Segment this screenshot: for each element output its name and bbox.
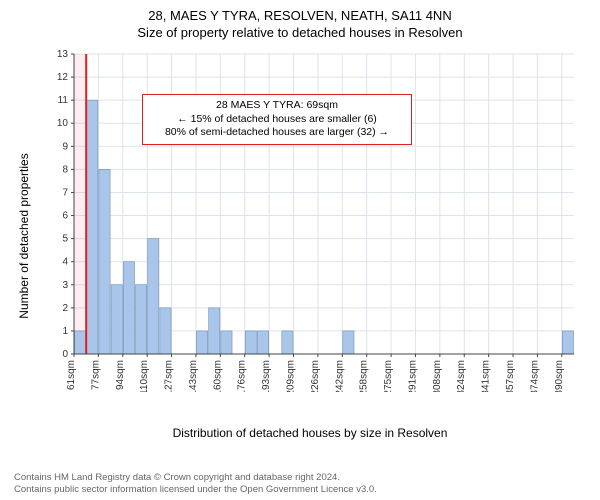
svg-text:341sqm: 341sqm: [481, 360, 492, 392]
svg-text:11: 11: [58, 95, 69, 106]
svg-text:61sqm: 61sqm: [66, 360, 77, 390]
annotation-box: 28 MAES Y TYRA: 69sqm ← 15% of detached …: [142, 94, 412, 145]
svg-text:291sqm: 291sqm: [407, 360, 418, 392]
footer: Contains HM Land Registry data © Crown c…: [14, 472, 377, 496]
chart-title: 28, MAES Y TYRA, RESOLVEN, NEATH, SA11 4…: [10, 8, 590, 23]
svg-text:160sqm: 160sqm: [212, 360, 223, 392]
svg-text:242sqm: 242sqm: [334, 360, 345, 392]
svg-text:13: 13: [57, 49, 69, 60]
svg-text:143sqm: 143sqm: [188, 360, 199, 392]
svg-text:275sqm: 275sqm: [383, 360, 394, 392]
svg-text:12: 12: [57, 72, 69, 83]
svg-text:308sqm: 308sqm: [432, 360, 443, 392]
svg-text:324sqm: 324sqm: [456, 360, 467, 392]
svg-text:77sqm: 77sqm: [90, 360, 101, 390]
svg-text:110sqm: 110sqm: [139, 360, 150, 392]
svg-text:5: 5: [62, 234, 68, 245]
svg-text:94sqm: 94sqm: [115, 360, 126, 390]
svg-text:1: 1: [62, 326, 68, 337]
chart-container: 28, MAES Y TYRA, RESOLVEN, NEATH, SA11 4…: [0, 0, 600, 500]
svg-text:374sqm: 374sqm: [529, 360, 540, 392]
svg-text:390sqm: 390sqm: [554, 360, 565, 392]
x-axis-caption: Distribution of detached houses by size …: [30, 426, 590, 440]
svg-text:6: 6: [62, 211, 68, 222]
svg-text:0: 0: [62, 349, 68, 360]
svg-text:258sqm: 258sqm: [359, 360, 370, 392]
svg-text:193sqm: 193sqm: [261, 360, 272, 392]
svg-text:209sqm: 209sqm: [286, 360, 297, 392]
y-axis-label: Number of detached properties: [17, 153, 31, 318]
annotation-line1: 28 MAES Y TYRA: 69sqm: [151, 99, 403, 113]
footer-line2: Contains public sector information licen…: [14, 484, 377, 496]
annotation-line3: 80% of semi-detached houses are larger (…: [151, 126, 403, 140]
svg-text:4: 4: [62, 257, 68, 268]
svg-text:2: 2: [62, 303, 68, 314]
svg-text:3: 3: [62, 280, 68, 291]
svg-text:176sqm: 176sqm: [237, 360, 248, 392]
svg-text:9: 9: [62, 141, 68, 152]
footer-line1: Contains HM Land Registry data © Crown c…: [14, 472, 377, 484]
annotation-line2: ← 15% of detached houses are smaller (6): [151, 113, 403, 127]
svg-text:10: 10: [57, 118, 69, 129]
chart-subtitle: Size of property relative to detached ho…: [10, 25, 590, 40]
svg-text:7: 7: [62, 187, 68, 198]
svg-text:226sqm: 226sqm: [310, 360, 321, 392]
svg-text:8: 8: [62, 164, 68, 175]
chart-area: Number of detached properties 0123456789…: [30, 46, 590, 426]
svg-text:357sqm: 357sqm: [505, 360, 516, 392]
svg-text:127sqm: 127sqm: [164, 360, 175, 392]
